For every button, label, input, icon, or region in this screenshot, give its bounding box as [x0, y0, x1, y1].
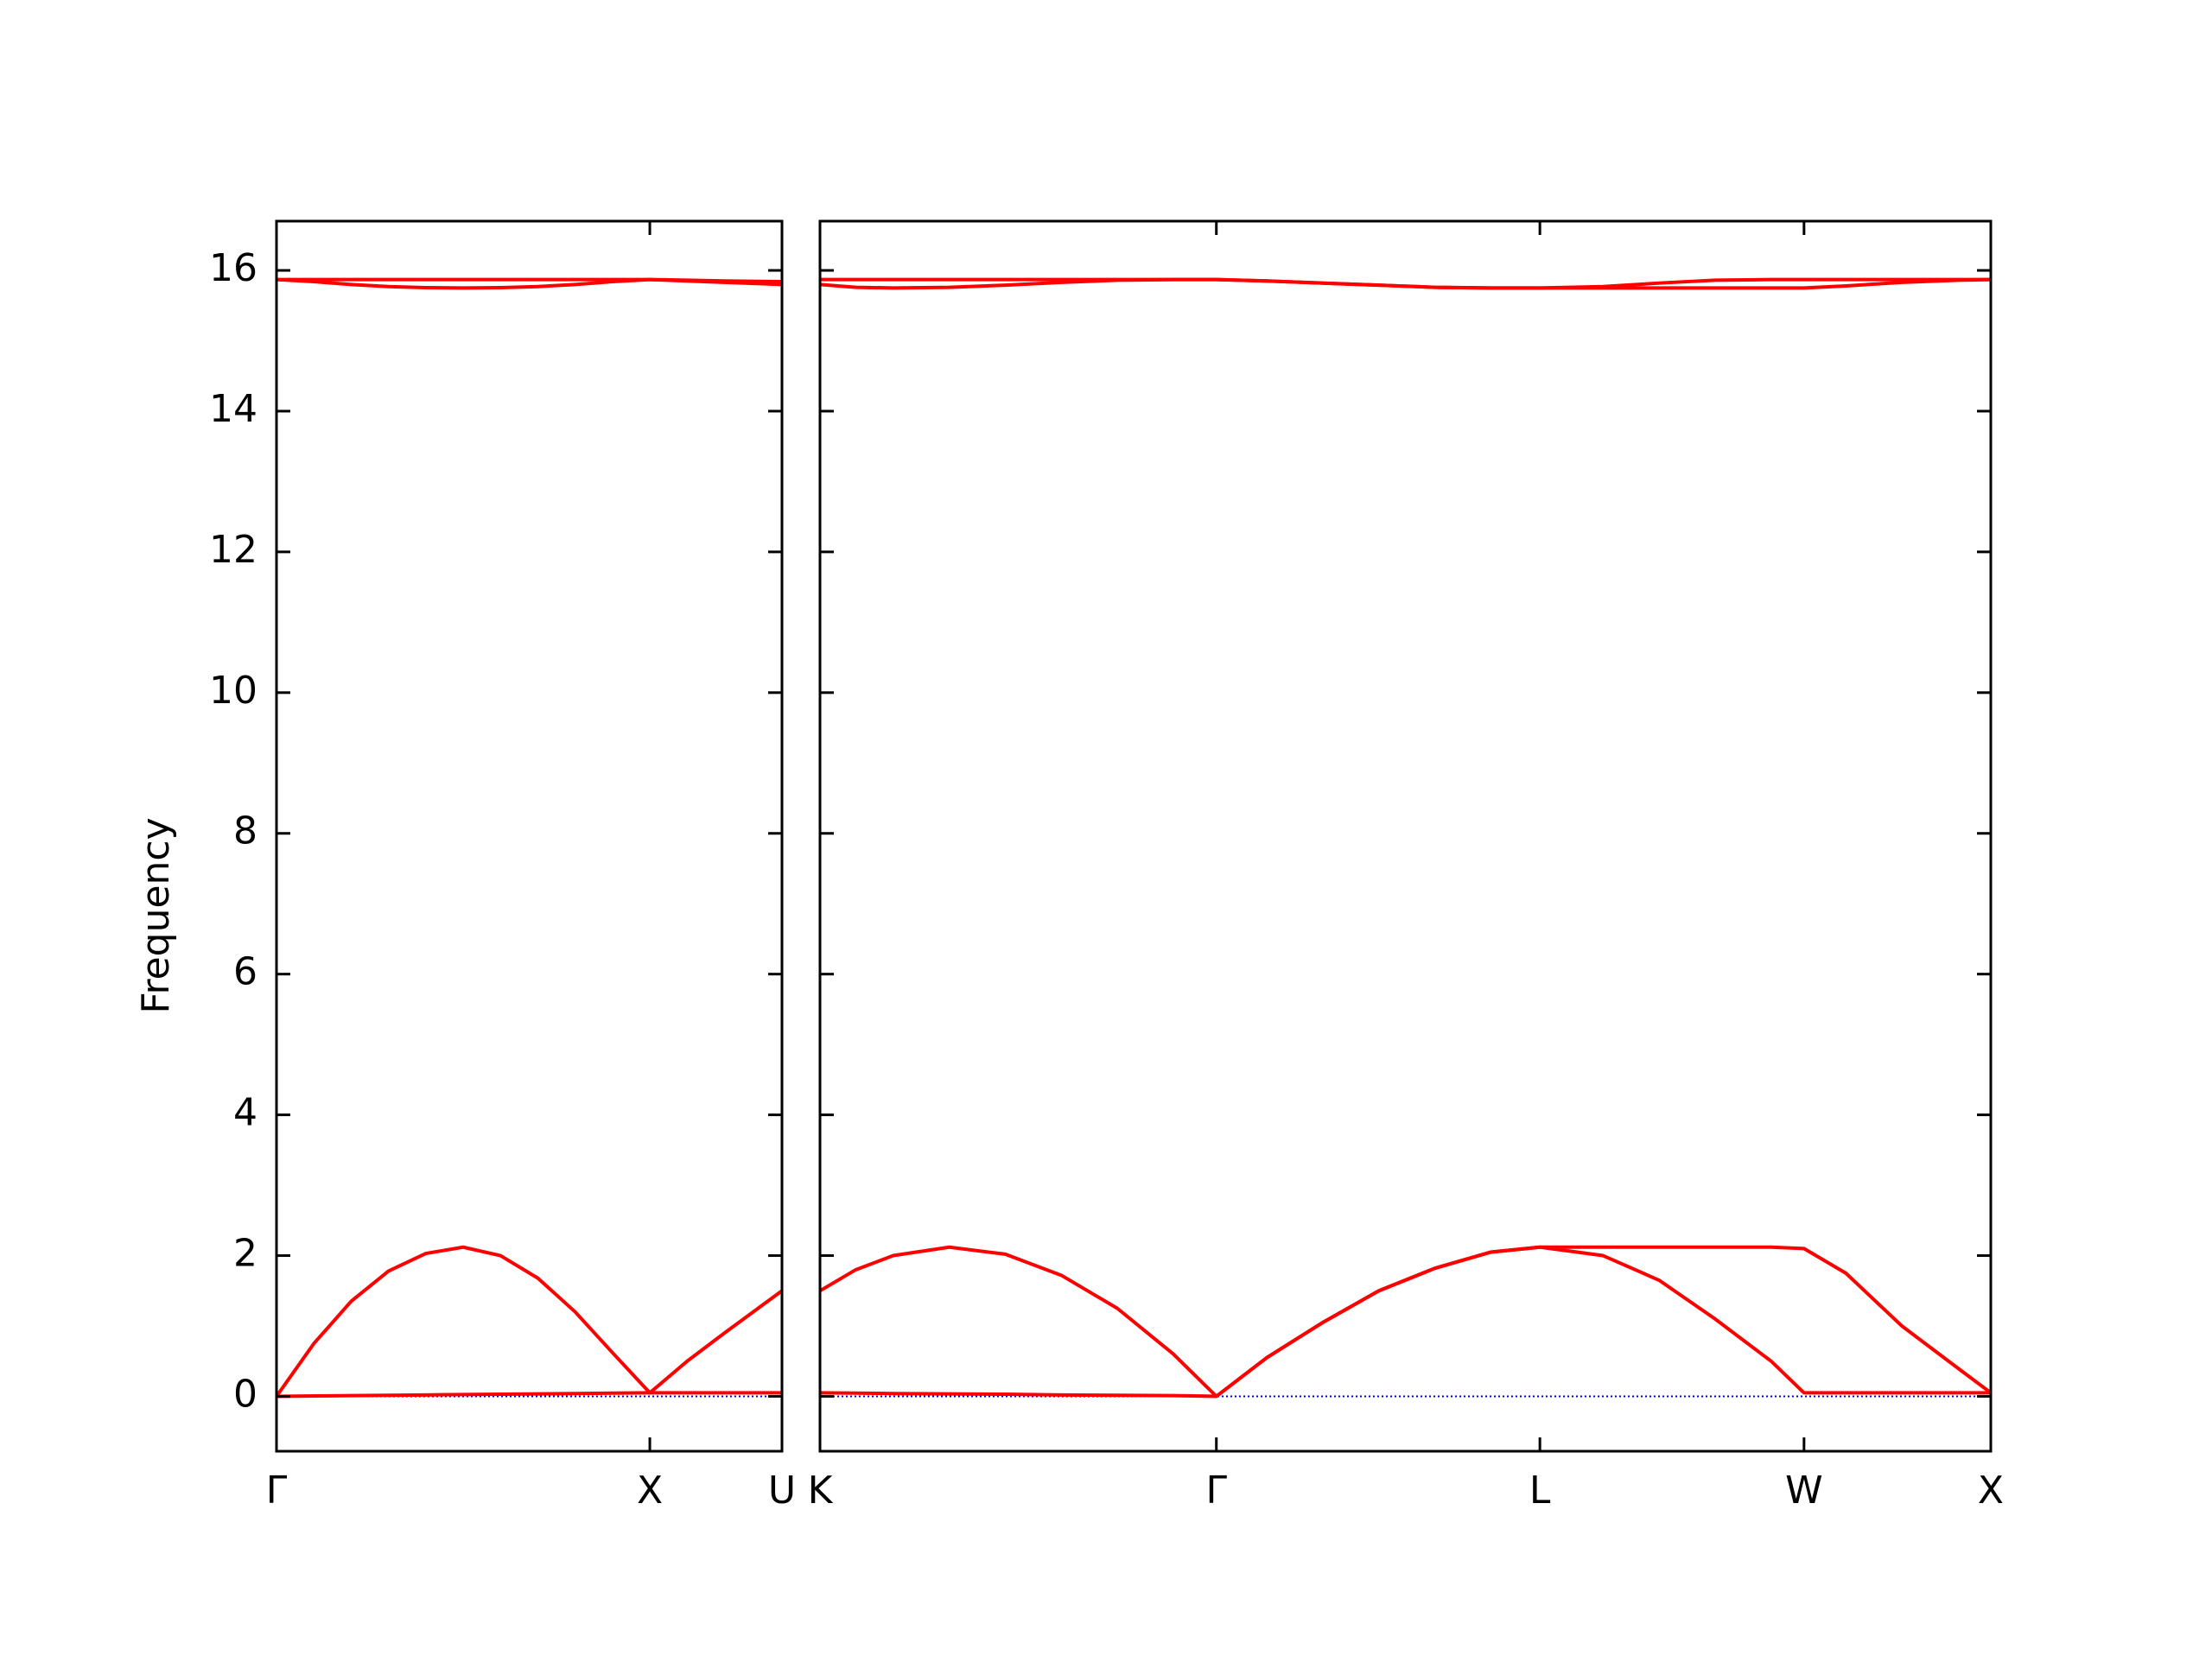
x-tick-label: L	[1529, 1469, 1551, 1513]
y-axis-label: Frequency	[134, 817, 178, 1013]
x-tick-label: U	[768, 1469, 796, 1513]
y-tick-label: 0	[233, 1372, 257, 1416]
band-line	[820, 277, 1991, 290]
band-line	[820, 1245, 1991, 1399]
y-tick-label: 8	[233, 809, 257, 853]
x-tick-label: Γ	[266, 1469, 288, 1513]
y-tick-label: 4	[233, 1091, 257, 1135]
band-line	[276, 277, 782, 290]
x-tick-label: K	[808, 1469, 834, 1513]
plot-frame	[818, 219, 1993, 1453]
band-line	[820, 1245, 1991, 1399]
y-tick-label: 12	[209, 528, 257, 572]
y-tick-label: 2	[233, 1232, 257, 1276]
plot-frame	[275, 219, 784, 1453]
y-tick-label: 10	[209, 669, 257, 713]
band-line	[276, 1391, 782, 1399]
y-tick-label: 14	[209, 387, 257, 431]
y-tick-label: 16	[209, 246, 257, 290]
x-tick-label: X	[637, 1469, 663, 1513]
band-line	[276, 1245, 782, 1398]
x-tick-label: W	[1785, 1469, 1823, 1513]
x-tick-label: X	[1978, 1469, 2004, 1513]
x-tick-label: Γ	[1205, 1469, 1227, 1513]
y-tick-label: 6	[233, 950, 257, 994]
